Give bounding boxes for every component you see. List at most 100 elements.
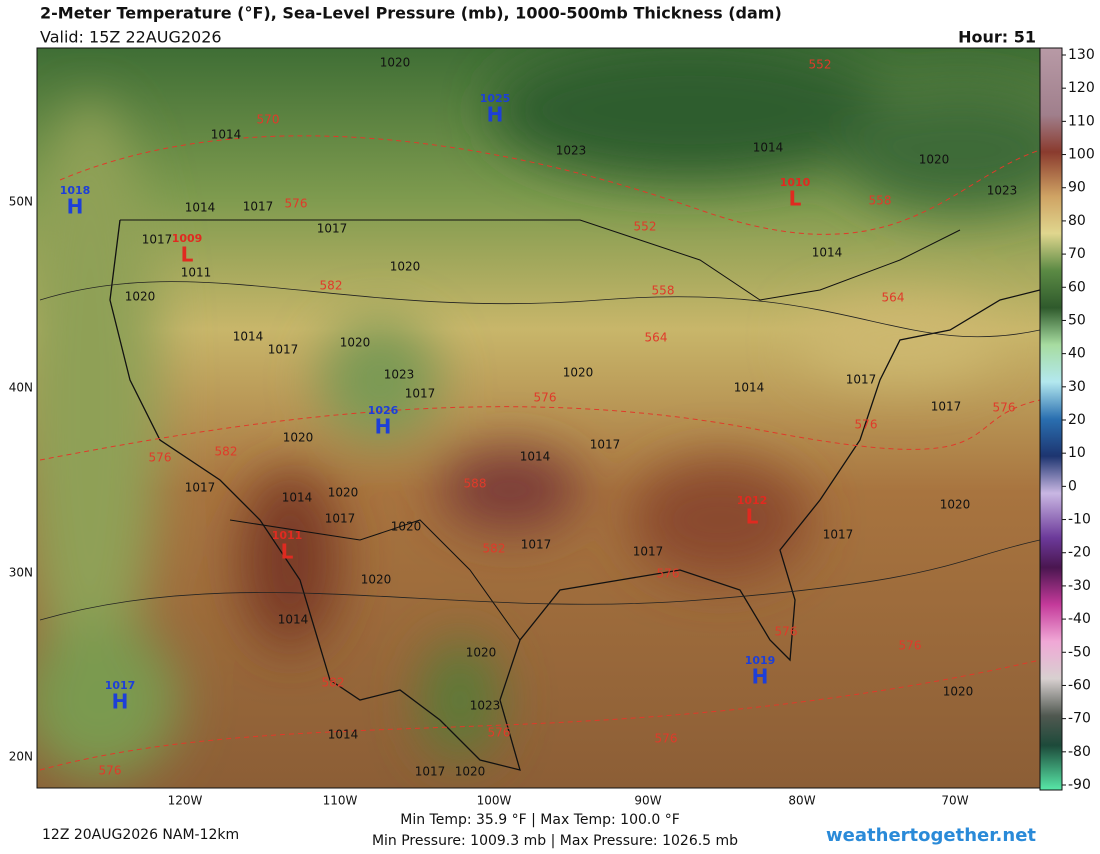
- pressure-center-value: 1025: [480, 92, 511, 105]
- isobar-label: 1020: [391, 520, 422, 534]
- isobar-label: 1020: [283, 431, 314, 445]
- isobar-label: 1014: [328, 728, 359, 742]
- latitude-label: 30N: [9, 566, 33, 580]
- isobar-label: 1017: [415, 765, 446, 779]
- thickness-label: 576: [99, 764, 122, 778]
- colorbar-label: 20: [1068, 412, 1086, 428]
- colorbar-ticks: 1301201101009080706050403020100-10-20-30…: [1062, 47, 1095, 793]
- thickness-label: 582: [322, 676, 345, 690]
- isobar-label: 1020: [361, 573, 392, 587]
- thickness-label: 552: [809, 58, 832, 72]
- thickness-label: 576: [285, 197, 308, 211]
- thickness-label: 576: [899, 639, 922, 653]
- temperature-shading: [37, 48, 1040, 780]
- pressure-center-value: 1012: [737, 494, 768, 507]
- pressure-center-value: 1019: [745, 654, 776, 667]
- isobar-label: 1014: [185, 201, 216, 215]
- pressure-center-letter: L: [746, 505, 759, 529]
- colorbar-label: -40: [1068, 611, 1091, 627]
- thickness-label: 564: [645, 331, 668, 345]
- isobar-label: 1017: [521, 538, 552, 552]
- isobar-label: 1023: [556, 144, 587, 158]
- isobar-label: 1014: [520, 450, 551, 464]
- thickness-label: 576: [855, 418, 878, 432]
- pressure-center-value: 1010: [780, 176, 811, 189]
- longitude-label: 90W: [634, 794, 661, 808]
- longitude-label: 80W: [788, 794, 815, 808]
- longitude-label: 110W: [323, 794, 358, 808]
- pressure-center-letter: H: [112, 690, 129, 714]
- colorbar-label: 100: [1068, 147, 1095, 163]
- isobar-label: 1017: [317, 222, 348, 236]
- thickness-label: 552: [634, 220, 657, 234]
- colorbar-label: -80: [1068, 744, 1091, 760]
- isobar-label: 1020: [563, 366, 594, 380]
- isobar-label: 1017: [185, 481, 216, 495]
- thickness-label: 576: [657, 567, 680, 581]
- thickness-label: 576: [534, 391, 557, 405]
- isobar-label: 1017: [405, 387, 436, 401]
- isobar-label: 1023: [384, 368, 415, 382]
- isobar-label: 1017: [142, 233, 173, 247]
- colorbar-label: 60: [1068, 279, 1086, 295]
- colorbar-label: 120: [1068, 80, 1095, 96]
- pressure-center-value: 1026: [368, 404, 399, 417]
- colorbar-label: 30: [1068, 379, 1086, 395]
- colorbar-label: -70: [1068, 711, 1091, 727]
- thickness-label: 564: [882, 291, 905, 305]
- pressure-center-letter: H: [375, 415, 392, 439]
- isobar-label: 1017: [633, 545, 664, 559]
- latitude-label: 40N: [9, 381, 33, 395]
- valid-time: Valid: 15Z 22AUG2026: [40, 28, 222, 47]
- isobar-label: 1014: [233, 330, 264, 344]
- colorbar-label: -90: [1068, 777, 1091, 793]
- thickness-contour: [39, 135, 1040, 771]
- isobar-label: 1014: [812, 246, 843, 260]
- isobar-label: 1020: [125, 290, 156, 304]
- pressure-center-value: 1011: [272, 529, 303, 542]
- isobar-label: 1014: [211, 128, 242, 142]
- pressure-center-letter: H: [67, 195, 84, 219]
- colorbar-label: 70: [1068, 246, 1086, 262]
- pressure-center-letter: L: [181, 243, 194, 267]
- isobar-label: 1017: [325, 512, 356, 526]
- isobar-label: 1014: [753, 141, 784, 155]
- isobar-label: 1014: [282, 491, 313, 505]
- pressure-center-letter: H: [752, 665, 769, 689]
- axis-labels: 50N 40N 30N 20N 120W 110W 100W 90W 80W 70W: [9, 195, 969, 808]
- thickness-label: 576: [775, 625, 798, 639]
- colorbar-label: -60: [1068, 677, 1091, 693]
- isobar-label: 1017: [846, 373, 877, 387]
- latitude-label: 50N: [9, 195, 33, 209]
- colorbar-label: -10: [1068, 512, 1091, 528]
- pressure-center-value: 1017: [105, 679, 136, 692]
- thickness-label: 576: [993, 401, 1016, 415]
- isobar-label: 1020: [943, 685, 974, 699]
- colorbar-label: 40: [1068, 346, 1086, 362]
- colorbar-label: 50: [1068, 312, 1086, 328]
- borders: [120, 219, 961, 641]
- longitude-label: 120W: [168, 794, 203, 808]
- colorbar-label: 110: [1068, 113, 1095, 129]
- pressure-center-letter: L: [789, 187, 802, 211]
- isobar-label: 1020: [380, 56, 411, 70]
- isobar-label: 1017: [931, 400, 962, 414]
- thickness-label: 582: [483, 542, 506, 556]
- isobar-label: 1014: [734, 381, 765, 395]
- title: 2-Meter Temperature (°F), Sea-Level Pres…: [40, 4, 782, 23]
- isobar-label: 1020: [455, 765, 486, 779]
- colorbar-label: 90: [1068, 180, 1086, 196]
- isobar-label: 1020: [390, 260, 421, 274]
- thickness-label: 558: [869, 194, 892, 208]
- colorbar-label: -20: [1068, 545, 1091, 561]
- thickness-label: 576: [488, 726, 511, 740]
- isobar-label: 1014: [278, 613, 309, 627]
- isobar-label: 1020: [340, 336, 371, 350]
- pressure-center-letter: H: [487, 103, 504, 127]
- temp-range: Min Temp: 35.9 °F | Max Temp: 100.0 °F: [400, 812, 680, 828]
- forecast-hour: Hour: 51: [958, 28, 1036, 47]
- isobar-label: 1020: [919, 153, 950, 167]
- isobar-label: 1011: [181, 266, 212, 280]
- thickness-label: 588: [464, 477, 487, 491]
